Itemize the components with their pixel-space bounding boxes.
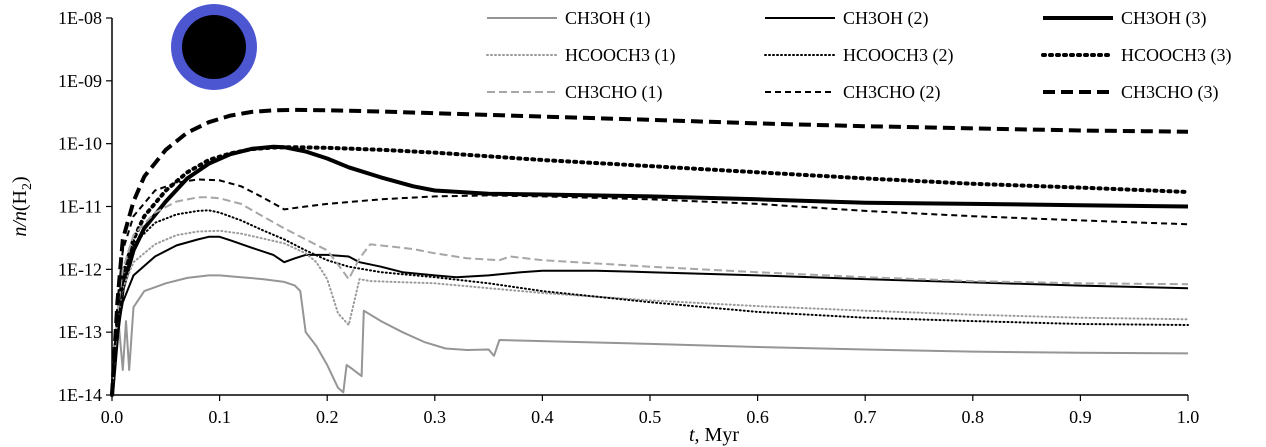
series-line-ch3oh-2: [111, 235, 1189, 396]
series-line-ch3oh-1: [111, 274, 1189, 396]
x-tick-label: 0.4: [531, 407, 554, 427]
x-tick-label: 0.5: [639, 407, 662, 427]
series-line-hcooch3-3: [110, 145, 1190, 397]
y-axis-title-subscript: 2: [20, 183, 35, 190]
x-tick-label: 0.3: [424, 407, 447, 427]
inset-marker: [171, 4, 257, 90]
series-line-ch3oh-3: [110, 144, 1189, 396]
series-line-hcooch3-2: [111, 209, 1189, 396]
series-line-hcooch3-1: [111, 229, 1189, 396]
x-tick-label: 0.6: [746, 407, 769, 427]
x-tick-label: 0.9: [1069, 407, 1092, 427]
x-tick-label: 0.1: [208, 407, 231, 427]
y-tick-label: 1E-13: [58, 322, 102, 342]
legend-label-hcooch3-2: HCOOCH3 (2): [843, 45, 954, 66]
y-tick-label: 1E-12: [58, 259, 102, 279]
series-line-ch3cho-1: [111, 196, 1189, 396]
x-tick-label: 1.0: [1177, 407, 1200, 427]
y-tick-label: 1E-08: [58, 8, 102, 28]
series-line-ch3cho-3: [110, 107, 1189, 396]
x-axis-title: t, Myr: [689, 424, 739, 446]
y-tick-label: 1E-11: [59, 197, 102, 217]
y-axis-title: n/n(H2): [9, 176, 35, 236]
x-tick-label: 0.7: [854, 407, 877, 427]
legend-label-ch3cho-3: CH3CHO (3): [1121, 82, 1219, 103]
legend-label-hcooch3-1: HCOOCH3 (1): [565, 45, 676, 66]
axes-layer: [106, 17, 1189, 401]
y-axis-title-open: (H: [9, 190, 31, 211]
tick-labels: 1E-14 1E-13 1E-12 1E-11 1E-10 1E-09 1E-08 0.0 0.…: [58, 8, 1199, 427]
legend-label-ch3cho-2: CH3CHO (2): [843, 82, 941, 103]
legend-label-ch3cho-1: CH3CHO (1): [565, 82, 663, 103]
y-tick-label: 1E-14: [58, 385, 102, 405]
legend-label-hcooch3-3: HCOOCH3 (3): [1121, 45, 1232, 66]
y-tick-label: 1E-10: [58, 134, 102, 154]
y-axis-title-close: ): [9, 176, 31, 183]
x-axis-title-rest: , Myr: [695, 424, 740, 446]
marker-disc: [182, 15, 246, 79]
x-tick-label: 0.0: [101, 407, 124, 427]
series-line-ch3cho-2: [111, 178, 1189, 396]
x-axis-title-italic: t: [689, 424, 695, 446]
legend-label-ch3oh-2: CH3OH (2): [843, 8, 929, 29]
x-tick-label: 0.8: [962, 407, 985, 427]
legend-label-ch3oh-3: CH3OH (3): [1121, 8, 1207, 29]
legend: CH3OH (1) CH3OH (2) CH3OH (3) HCOOCH3 (1) HC…: [486, 8, 1232, 103]
x-tick-label: 0.2: [316, 407, 339, 427]
y-axis-title-italic: n/n: [9, 211, 31, 237]
legend-label-ch3oh-1: CH3OH (1): [565, 8, 651, 29]
series-layer: [110, 107, 1190, 397]
y-tick-label: 1E-09: [58, 71, 102, 91]
